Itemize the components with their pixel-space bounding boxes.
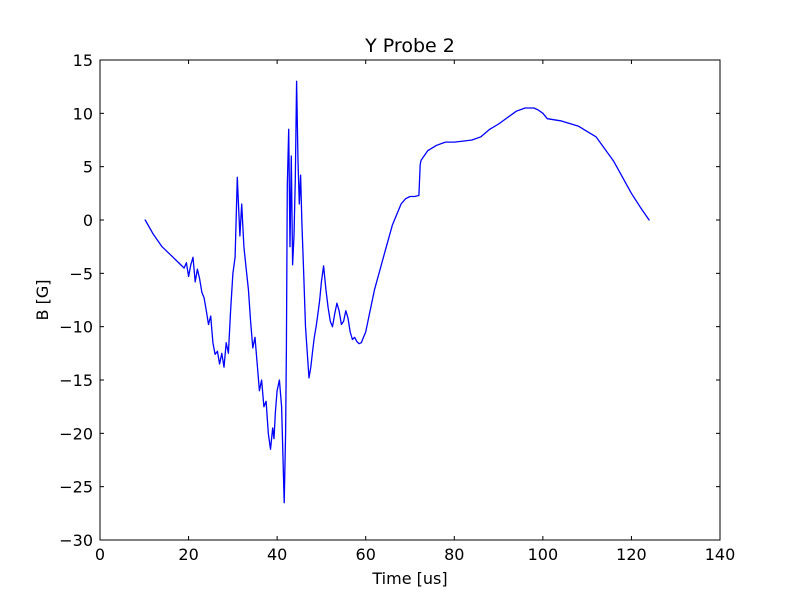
x-tick-label: 0 — [95, 545, 105, 564]
y-tick-label: −20 — [59, 424, 93, 443]
y-tick-label: 10 — [73, 104, 93, 123]
x-tick-label: 100 — [528, 545, 559, 564]
y-tick-label: −15 — [59, 371, 93, 390]
x-tick-label: 80 — [444, 545, 464, 564]
y-tick-label: −5 — [69, 264, 93, 283]
series-line-y-probe — [144, 80, 650, 504]
y-axis-label: B [G] — [33, 280, 52, 321]
y-tick-label: 15 — [73, 51, 93, 70]
y-axis-ticks: −30 −25 −20 −15 −10 −5 0 5 10 15 — [59, 51, 720, 550]
x-tick-label: 40 — [267, 545, 287, 564]
x-tick-label: 140 — [705, 545, 736, 564]
y-tick-label: −30 — [59, 531, 93, 550]
x-axis-ticks: 0 20 40 60 80 100 120 140 — [95, 60, 735, 564]
plot-area — [99, 59, 721, 541]
x-tick-label: 60 — [356, 545, 376, 564]
chart-title: Y Probe 2 — [364, 35, 455, 57]
x-tick-label: 120 — [616, 545, 647, 564]
axes-frame — [99, 59, 721, 541]
y-tick-label: 0 — [83, 211, 93, 230]
y-tick-label: −25 — [59, 478, 93, 497]
x-axis-label: Time [us] — [371, 569, 447, 588]
y-tick-label: −10 — [59, 318, 93, 337]
x-tick-label: 20 — [178, 545, 198, 564]
y-tick-label: 5 — [83, 158, 93, 177]
